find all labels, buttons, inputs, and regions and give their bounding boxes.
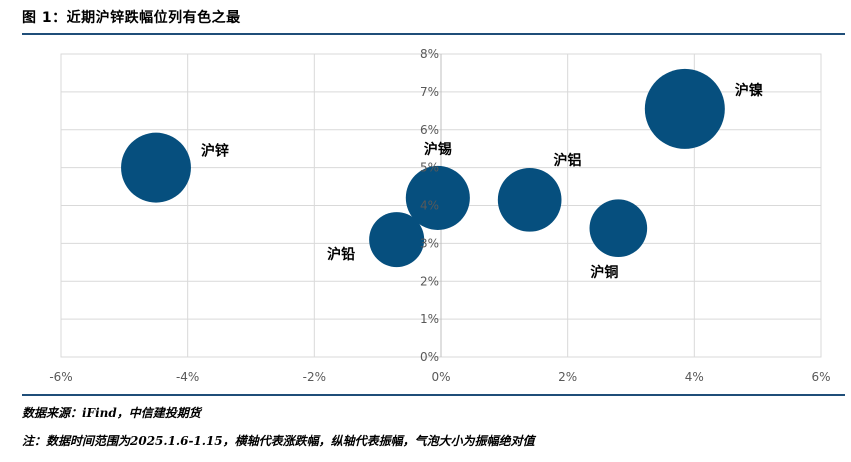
bubbles bbox=[121, 68, 725, 268]
bubble bbox=[369, 212, 425, 268]
top-rule bbox=[22, 33, 845, 35]
bubble bbox=[497, 167, 562, 232]
bubble-label: 沪铅 bbox=[327, 246, 355, 263]
bubble-label: 沪铜 bbox=[590, 264, 618, 281]
bubble bbox=[644, 68, 725, 149]
x-tick-label: -4% bbox=[176, 370, 199, 384]
y-tick-label: 1% bbox=[420, 312, 439, 326]
grid bbox=[60, 53, 822, 358]
bubble bbox=[121, 132, 191, 203]
bubble-label: 沪铝 bbox=[554, 152, 582, 169]
bubble-label: 沪镍 bbox=[735, 82, 763, 99]
x-tick-labels: -6% -4% -2% 0% 2% 4% 6% bbox=[49, 370, 830, 384]
source-note: 数据来源：iFind，中信建投期货 bbox=[22, 406, 201, 420]
bottom-rule bbox=[22, 394, 845, 396]
y-tick-label: 6% bbox=[420, 123, 439, 137]
x-tick-label: 2% bbox=[558, 370, 577, 384]
x-tick-label: -6% bbox=[49, 370, 72, 384]
x-tick-label: 0% bbox=[431, 370, 450, 384]
figure-title: 图 1：近期沪锌跌幅位列有色之最 bbox=[22, 10, 241, 26]
x-tick-label: 6% bbox=[811, 370, 830, 384]
y-tick-labels: 0% 1% 2% 3% 4% 5% 6% 7% 8% bbox=[420, 47, 439, 364]
x-tick-label: 4% bbox=[685, 370, 704, 384]
footnote: 注：数据时间范围为2025.1.6-1.15，横轴代表涨跌幅，纵轴代表振幅，气泡… bbox=[22, 434, 535, 448]
bubble bbox=[589, 199, 648, 258]
y-tick-label: 7% bbox=[420, 85, 439, 99]
y-tick-label: 3% bbox=[420, 236, 439, 250]
bubble-label: 沪锌 bbox=[201, 142, 229, 159]
bubble-chart: 0%1%2%3%4%5%6%7%8% -6% -4% -2% 0% 2% 4% 6% 沪锌沪… bbox=[49, 47, 830, 384]
y-tick-label: 4% bbox=[420, 199, 439, 213]
bubble-label: 沪锡 bbox=[424, 141, 452, 158]
bubble bbox=[405, 165, 470, 230]
x-tick-label: -2% bbox=[303, 370, 326, 384]
y-tick-label: 5% bbox=[420, 161, 439, 175]
y-tick-label: 2% bbox=[420, 274, 439, 288]
y-tick-label: 0% bbox=[420, 350, 439, 364]
y-tick-label: 8% bbox=[420, 47, 439, 61]
